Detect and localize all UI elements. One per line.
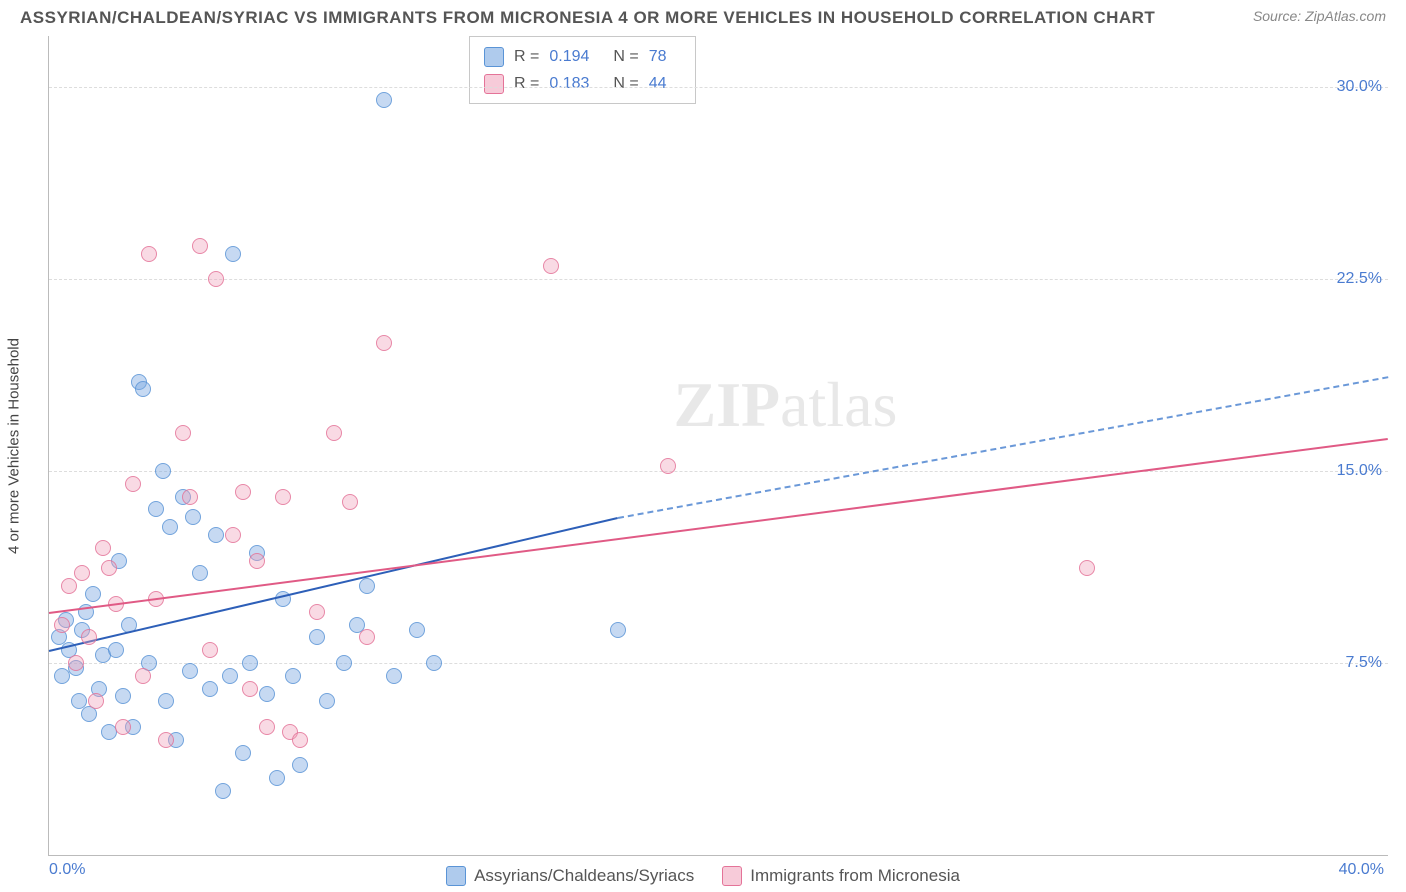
data-point	[249, 553, 265, 569]
data-point	[409, 622, 425, 638]
gridline	[49, 87, 1388, 88]
data-point	[222, 668, 238, 684]
data-point	[182, 489, 198, 505]
data-point	[215, 783, 231, 799]
data-point	[158, 732, 174, 748]
data-point	[162, 519, 178, 535]
trend-line	[49, 517, 619, 652]
data-point	[125, 476, 141, 492]
series-legend: Assyrians/Chaldeans/Syriacs Immigrants f…	[0, 866, 1406, 886]
data-point	[309, 604, 325, 620]
data-point	[326, 425, 342, 441]
y-axis-title: 4 or more Vehicles in Household	[6, 338, 23, 554]
data-point	[225, 527, 241, 543]
stats-legend: R = 0.194 N = 78 R = 0.183 N = 44	[469, 36, 696, 104]
data-point	[376, 92, 392, 108]
gridline	[49, 471, 1388, 472]
data-point	[135, 668, 151, 684]
data-point	[158, 693, 174, 709]
y-tick-label: 7.5%	[1346, 654, 1382, 672]
data-point	[85, 586, 101, 602]
data-point	[185, 509, 201, 525]
data-point	[543, 258, 559, 274]
swatch-blue-icon	[484, 47, 504, 67]
data-point	[115, 719, 131, 735]
data-point	[81, 629, 97, 645]
data-point	[386, 668, 402, 684]
data-point	[182, 663, 198, 679]
source-label: Source: ZipAtlas.com	[1253, 8, 1386, 24]
trend-line	[49, 438, 1388, 614]
watermark: ZIPatlas	[673, 368, 897, 442]
legend-item-blue: Assyrians/Chaldeans/Syriacs	[446, 866, 694, 886]
data-point	[336, 655, 352, 671]
data-point	[135, 381, 151, 397]
data-point	[242, 681, 258, 697]
legend-item-pink: Immigrants from Micronesia	[722, 866, 960, 886]
data-point	[54, 617, 70, 633]
data-point	[1079, 560, 1095, 576]
data-point	[141, 246, 157, 262]
data-point	[660, 458, 676, 474]
data-point	[342, 494, 358, 510]
swatch-blue-icon	[446, 866, 466, 886]
swatch-pink-icon	[722, 866, 742, 886]
y-tick-label: 15.0%	[1337, 462, 1382, 480]
y-tick-label: 22.5%	[1337, 270, 1382, 288]
chart-title: ASSYRIAN/CHALDEAN/SYRIAC VS IMMIGRANTS F…	[20, 8, 1155, 28]
y-tick-label: 30.0%	[1337, 78, 1382, 96]
data-point	[192, 565, 208, 581]
data-point	[88, 693, 104, 709]
data-point	[101, 560, 117, 576]
swatch-pink-icon	[484, 74, 504, 94]
data-point	[309, 629, 325, 645]
data-point	[61, 578, 77, 594]
data-point	[275, 489, 291, 505]
data-point	[108, 642, 124, 658]
data-point	[225, 246, 241, 262]
data-point	[285, 668, 301, 684]
trend-line	[618, 376, 1388, 519]
data-point	[68, 655, 84, 671]
data-point	[202, 681, 218, 697]
data-point	[426, 655, 442, 671]
gridline	[49, 279, 1388, 280]
data-point	[292, 732, 308, 748]
data-point	[376, 335, 392, 351]
stats-row-pink: R = 0.183 N = 44	[484, 70, 681, 97]
data-point	[148, 501, 164, 517]
data-point	[359, 629, 375, 645]
data-point	[359, 578, 375, 594]
data-point	[208, 271, 224, 287]
data-point	[235, 484, 251, 500]
data-point	[269, 770, 285, 786]
data-point	[155, 463, 171, 479]
data-point	[208, 527, 224, 543]
data-point	[95, 540, 111, 556]
data-point	[242, 655, 258, 671]
data-point	[259, 686, 275, 702]
data-point	[610, 622, 626, 638]
data-point	[202, 642, 218, 658]
data-point	[74, 565, 90, 581]
data-point	[115, 688, 131, 704]
stats-row-blue: R = 0.194 N = 78	[484, 43, 681, 70]
header: ASSYRIAN/CHALDEAN/SYRIAC VS IMMIGRANTS F…	[0, 0, 1406, 32]
data-point	[259, 719, 275, 735]
data-point	[319, 693, 335, 709]
data-point	[175, 425, 191, 441]
data-point	[235, 745, 251, 761]
scatter-chart: ZIPatlas R = 0.194 N = 78 R = 0.183 N = …	[48, 36, 1388, 856]
data-point	[292, 757, 308, 773]
data-point	[192, 238, 208, 254]
